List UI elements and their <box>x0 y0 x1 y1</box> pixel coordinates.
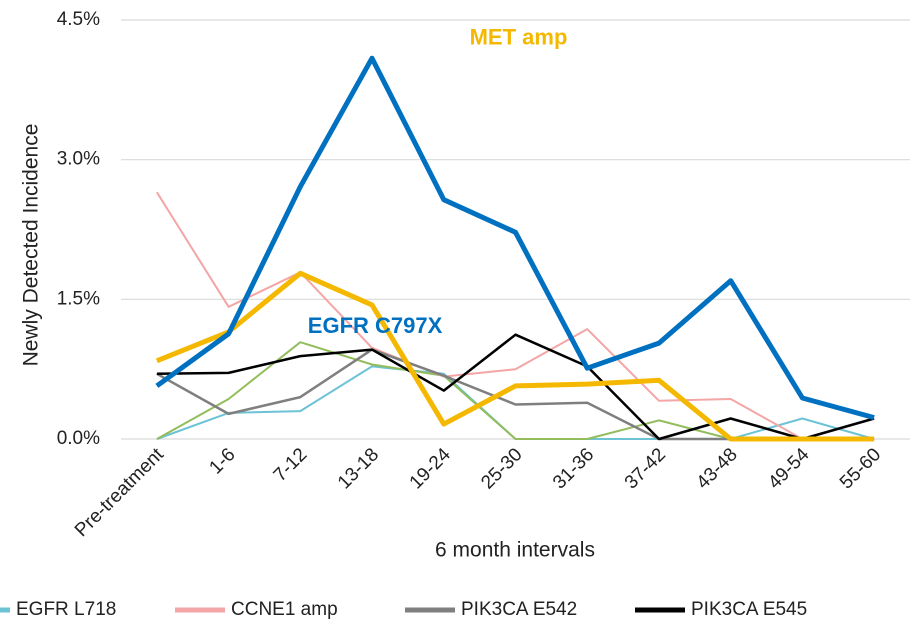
y-tick-label: 3.0% <box>57 149 100 170</box>
y-axis-title: Newly Detected Incidence <box>20 124 43 367</box>
legend-label: EGFR L718 <box>16 599 116 620</box>
y-tick-label: 1.5% <box>57 288 100 309</box>
series-line <box>156 341 875 440</box>
legend-label: CCNE1 amp <box>231 599 338 620</box>
x-tick-label: 37-42 <box>621 444 670 493</box>
y-tick-label: 0.0% <box>57 428 100 449</box>
series-annotation: EGFR C797X <box>308 313 443 338</box>
x-tick-label: 13-18 <box>334 444 383 493</box>
series-line <box>156 333 875 441</box>
x-tick-label: 25-30 <box>477 444 526 493</box>
x-axis-title: 6 month intervals <box>435 539 595 562</box>
y-tick-label: 4.5% <box>57 9 100 30</box>
x-tick-label: 49-54 <box>764 444 814 494</box>
series-annotation: MET amp <box>470 24 568 49</box>
legend-label: PIK3CA E545 <box>691 599 807 620</box>
x-tick-label: 43-48 <box>693 444 742 493</box>
x-tick-label: 55-60 <box>836 444 885 493</box>
legend-label: PIK3CA E542 <box>461 599 577 620</box>
x-tick-label: 31-36 <box>549 444 598 493</box>
x-tick-label: 1-6 <box>205 444 239 478</box>
series-line <box>155 55 875 421</box>
x-tick-label: 19-24 <box>406 444 456 494</box>
series-line <box>155 270 875 442</box>
x-tick-label: 7-12 <box>270 444 312 486</box>
series-line <box>156 191 875 440</box>
x-tick-label: Pre-treatment <box>71 444 168 541</box>
series-line <box>156 348 875 441</box>
